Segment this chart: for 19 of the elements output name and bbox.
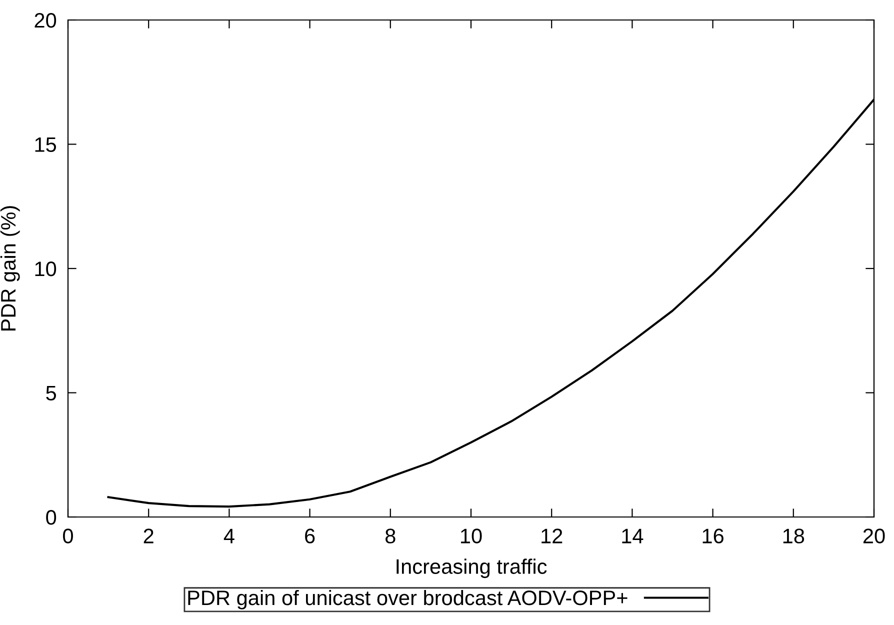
x-tick-label: 10 [461,528,482,544]
y-axis-title: PDR gain (%) [0,206,20,330]
y-tick-label: 0 [46,510,56,525]
x-tick-label: 2 [144,528,154,544]
x-tick-label: 4 [224,528,234,544]
x-tick-label: 20 [863,528,885,544]
x-axis-title: Increasing traffic [396,558,547,578]
x-tick-label: 18 [783,528,804,544]
x-tick-label: 14 [622,528,644,544]
legend-label: PDR gain of unicast over brodcast AODV-OPP+ [188,590,628,610]
x-tick-label: 16 [702,528,724,544]
x-tick-label: 0 [63,528,73,544]
x-tick-label: 6 [305,528,315,544]
y-tick-label: 5 [46,386,56,401]
y-tick-label: 20 [34,13,56,28]
x-tick-label: 12 [542,528,562,544]
y-tick-label: 15 [35,137,56,152]
y-tick-label: 10 [35,262,56,276]
x-tick-label: 8 [386,528,396,544]
